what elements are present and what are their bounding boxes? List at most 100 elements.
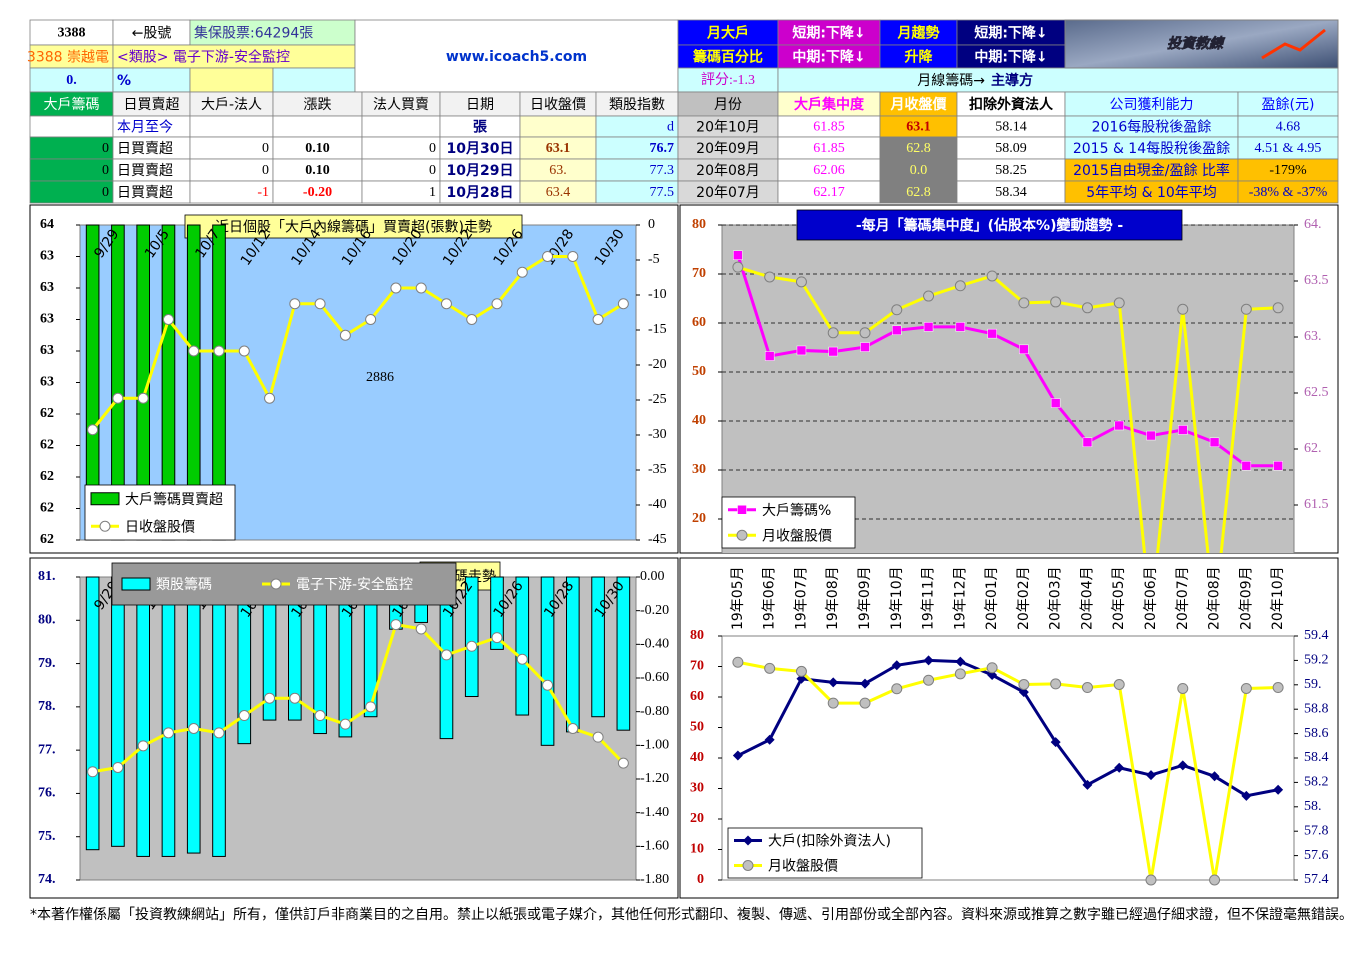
header-text: 大戶-法人 <box>201 97 262 113</box>
body-text: 61.85 <box>813 120 845 135</box>
marker <box>733 250 743 260</box>
bar <box>464 576 479 698</box>
marker <box>954 668 966 680</box>
marker <box>314 298 326 310</box>
body-text: 0 <box>262 163 269 178</box>
y2-tick-label: -1.80 <box>640 872 669 887</box>
header-text: 類股指數 <box>609 97 665 113</box>
marker <box>466 314 478 325</box>
banner-shares: 集保股票:64294張 <box>194 25 313 42</box>
y-tick-label: 70 <box>690 659 704 674</box>
y-tick-label: 50 <box>692 364 706 379</box>
marker <box>87 766 99 778</box>
legend-label: 類股籌碼 <box>156 577 212 593</box>
banner-pct-unit: % <box>117 73 131 89</box>
marker <box>188 345 200 357</box>
banner-sector: <類股> 電子下游-安全監控 <box>117 49 290 66</box>
marker <box>1018 687 1029 698</box>
banner-cell <box>956 19 1066 46</box>
legend-marker <box>99 520 111 532</box>
marker <box>289 692 301 704</box>
marker <box>466 640 478 652</box>
x-tick-label: 20年02月 <box>1016 566 1032 630</box>
marker <box>567 723 579 734</box>
body-text: 77.5 <box>650 185 675 200</box>
y2-tick-label: 57.8 <box>1304 823 1329 838</box>
marker <box>1209 437 1220 448</box>
x-tick-label: 20年06月 <box>1143 566 1159 630</box>
marker <box>592 314 604 325</box>
y2-tick-label: 58.4 <box>1304 750 1329 765</box>
y2-tick-label: -1.20 <box>640 771 669 786</box>
x-tick-label: 20年04月 <box>1079 566 1095 630</box>
legend-marker <box>742 860 754 871</box>
marker <box>1241 461 1252 471</box>
marker <box>1209 874 1221 886</box>
y2-tick-label: -45 <box>648 532 667 547</box>
bar <box>515 576 530 716</box>
bar <box>186 576 201 854</box>
y2-tick-label: -0.40 <box>640 637 669 652</box>
annotation: 2886 <box>366 370 394 385</box>
legend-marker <box>743 835 753 846</box>
marker <box>764 662 776 674</box>
banner-website: www.icoach5.com <box>446 49 587 65</box>
marker <box>238 345 250 357</box>
marker <box>795 665 807 677</box>
body-text: 本月至今 <box>117 120 173 136</box>
y2-tick-label: -1.40 <box>640 805 669 820</box>
y-tick-label: 79. <box>38 656 56 671</box>
body-text: 62.8 <box>906 185 931 200</box>
logo-box <box>1064 19 1339 69</box>
y-tick-label: 30 <box>690 781 704 796</box>
x-tick-label: 20年01月 <box>984 566 1000 630</box>
marker <box>987 328 997 339</box>
marker <box>954 280 966 292</box>
legend-box <box>727 827 923 879</box>
marker <box>764 734 775 745</box>
header-text: 扣除外資法人 <box>969 96 1054 113</box>
body-text: 20年07月 <box>696 185 760 201</box>
bar <box>540 576 555 746</box>
marker <box>1272 302 1284 314</box>
blank-cell <box>777 67 1339 93</box>
body-cell <box>1237 180 1339 204</box>
line <box>92 622 625 774</box>
bar <box>212 576 226 857</box>
marker <box>112 761 124 773</box>
y-tick-label: 62 <box>40 532 54 547</box>
y2-tick-label: -30 <box>648 427 667 442</box>
body-text: 0 <box>102 141 109 156</box>
x-tick-label: 19年09月 <box>857 566 873 630</box>
marker <box>955 322 966 332</box>
marker <box>732 656 744 668</box>
body-text: 10月30日 <box>447 141 514 157</box>
x-tick-label: 19年11月 <box>921 566 937 630</box>
x-tick-label: 19年10月 <box>889 566 905 630</box>
body-text: 日買賣超 <box>117 163 173 179</box>
marker <box>1081 302 1093 314</box>
legend-label: 大戶籌碼% <box>762 503 831 519</box>
marker <box>764 351 775 361</box>
y-tick-label: 60 <box>692 315 706 330</box>
y-tick-label: 70 <box>692 266 706 281</box>
marker <box>986 662 998 674</box>
y2-tick-label: 57.4 <box>1304 872 1329 887</box>
marker <box>1082 437 1093 448</box>
marker <box>1209 771 1220 782</box>
y-tick-label: 64 <box>40 217 54 232</box>
legend-label: 月收盤股價 <box>762 527 832 544</box>
legend-marker <box>737 505 747 515</box>
line <box>736 254 1279 468</box>
header-text: 日收盤價 <box>530 96 586 113</box>
bar <box>616 576 631 731</box>
marker <box>891 660 902 671</box>
body-text: 0.10 <box>305 141 330 156</box>
header-cell <box>777 91 881 117</box>
header-cell <box>519 91 597 117</box>
y-tick-label: 78. <box>38 699 56 714</box>
marker <box>238 710 250 722</box>
body-text: 62.8 <box>906 141 931 156</box>
header-cell <box>112 91 191 117</box>
